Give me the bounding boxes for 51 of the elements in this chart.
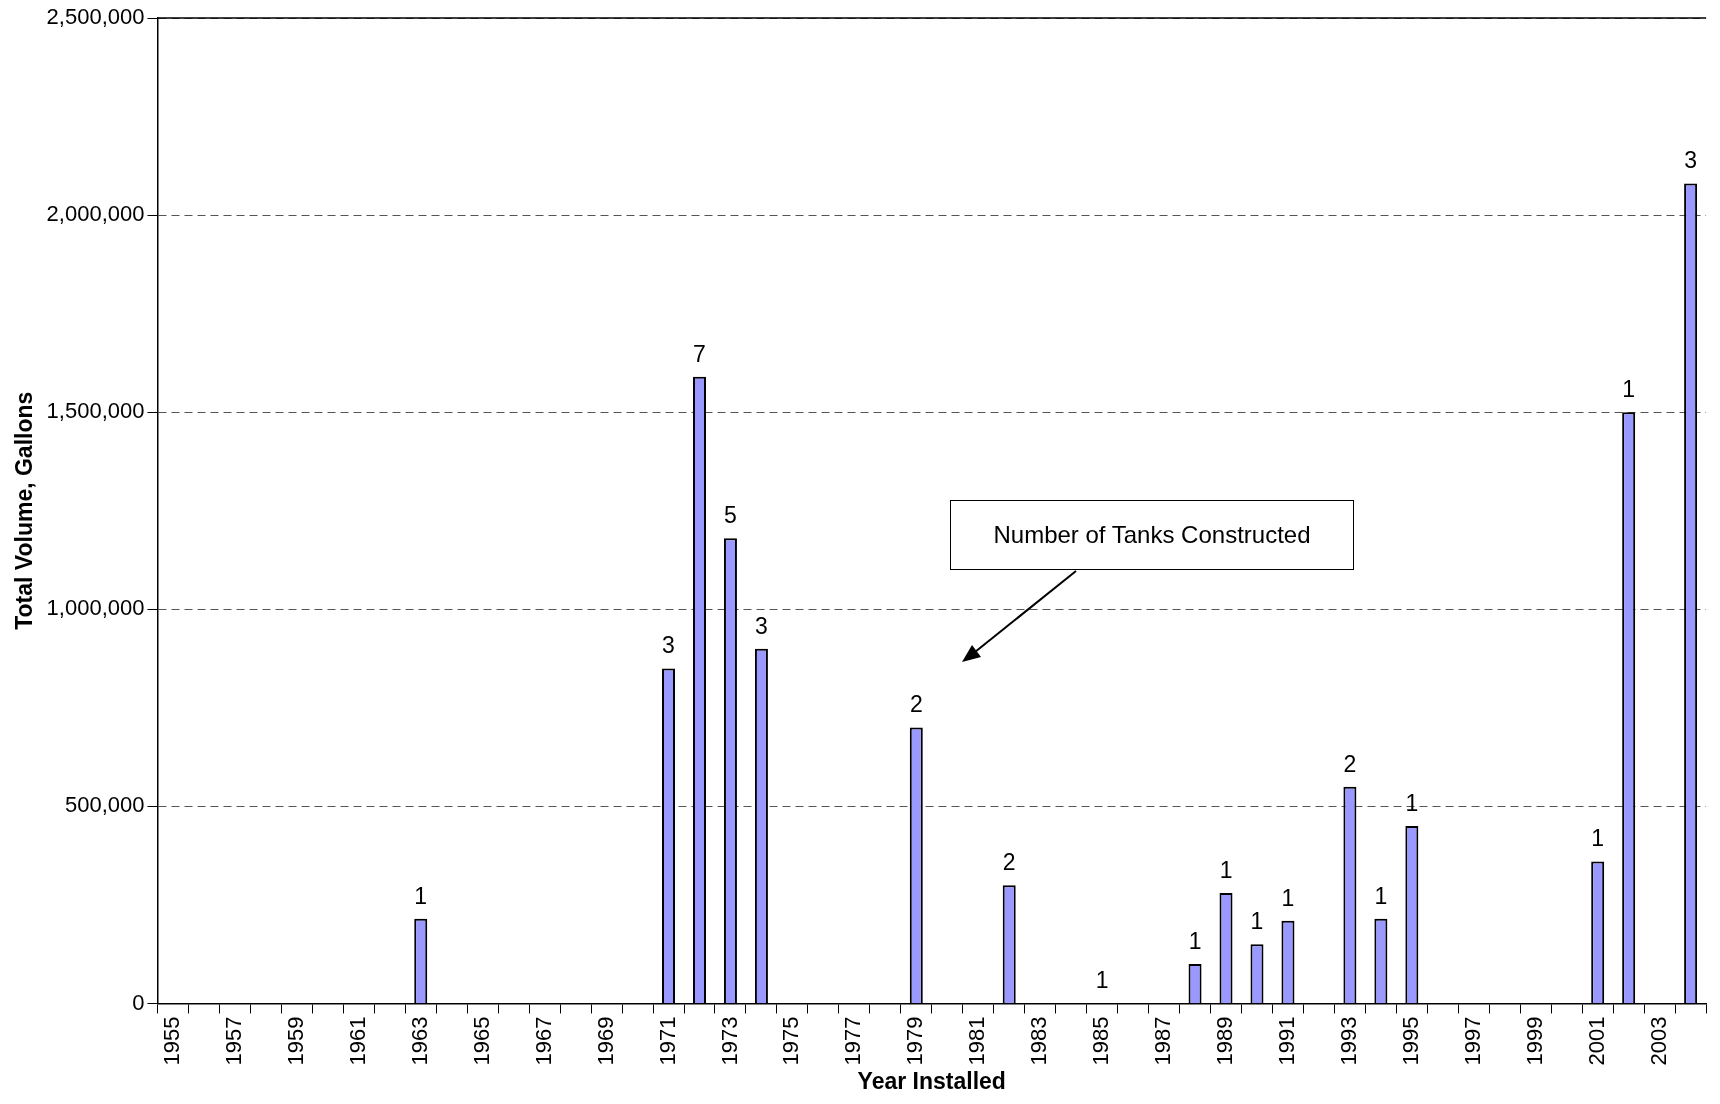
- annotation: 3: [755, 612, 768, 639]
- annotation: 3: [1684, 147, 1697, 174]
- x-tick-label: 1965: [468, 1016, 494, 1066]
- annotation: 5: [724, 502, 737, 529]
- x-tick-label: 1955: [159, 1016, 185, 1066]
- x-tick-label: 1993: [1335, 1016, 1361, 1066]
- x-tick-label: 1975: [778, 1016, 804, 1066]
- x-tick-label: 2001: [1583, 1016, 1609, 1066]
- x-tick-label: 1961: [344, 1016, 370, 1066]
- annotation: 1: [1188, 927, 1202, 954]
- x-tick-label: 1969: [592, 1016, 618, 1066]
- annotation: 3: [662, 632, 675, 659]
- x-tick-label: 1999: [1521, 1016, 1547, 1066]
- x-tick-label: 1995: [1397, 1016, 1423, 1066]
- x-tick-label: 1973: [716, 1016, 742, 1066]
- x-tick-label: 1971: [654, 1016, 680, 1066]
- annotation: 1: [414, 882, 428, 909]
- x-tick-label: 2003: [1645, 1016, 1671, 1066]
- y-tick-label: 2,500,000: [46, 4, 145, 30]
- x-tick-label: 1991: [1274, 1016, 1300, 1066]
- x-tick-label: 1957: [220, 1016, 246, 1066]
- y-tick-label: 2,000,000: [46, 201, 145, 227]
- x-tick-label: 1997: [1459, 1016, 1485, 1066]
- x-tick-label: 1977: [840, 1016, 866, 1066]
- annotation: 2: [1002, 849, 1016, 876]
- y-axis-title: Total Volume, Gallons: [11, 391, 38, 630]
- annotation: 2: [1343, 750, 1357, 777]
- annotation: 2: [909, 691, 923, 718]
- x-tick-label: 1959: [282, 1016, 308, 1066]
- annotation: 1: [1622, 376, 1636, 403]
- annotation: 1: [1374, 882, 1388, 909]
- x-tick-label: 1983: [1026, 1016, 1052, 1066]
- x-tick-label: 1979: [902, 1016, 928, 1066]
- annotation: 7: [693, 340, 706, 367]
- y-tick-label: 1,500,000: [46, 398, 145, 424]
- annotation: 1: [1591, 825, 1605, 852]
- y-tick-label: 0: [132, 989, 145, 1015]
- x-axis-title: Year Installed: [857, 1067, 1006, 1094]
- annotation: 1: [1095, 967, 1109, 994]
- annotation: 1: [1219, 856, 1233, 883]
- callout-box: Number of Tanks Constructed: [950, 500, 1354, 570]
- x-tick-label: 1967: [530, 1016, 556, 1066]
- x-tick-label: 1963: [406, 1016, 432, 1066]
- y-tick-label: 500,000: [64, 792, 145, 818]
- annotation: 1: [1250, 908, 1264, 935]
- y-tick-label: 1,000,000: [46, 595, 145, 621]
- x-tick-label: 1981: [964, 1016, 990, 1066]
- x-tick-label: 1989: [1212, 1016, 1238, 1066]
- x-tick-label: 1985: [1088, 1016, 1114, 1066]
- x-tick-label: 1987: [1150, 1016, 1176, 1066]
- annotation: 1: [1281, 884, 1295, 911]
